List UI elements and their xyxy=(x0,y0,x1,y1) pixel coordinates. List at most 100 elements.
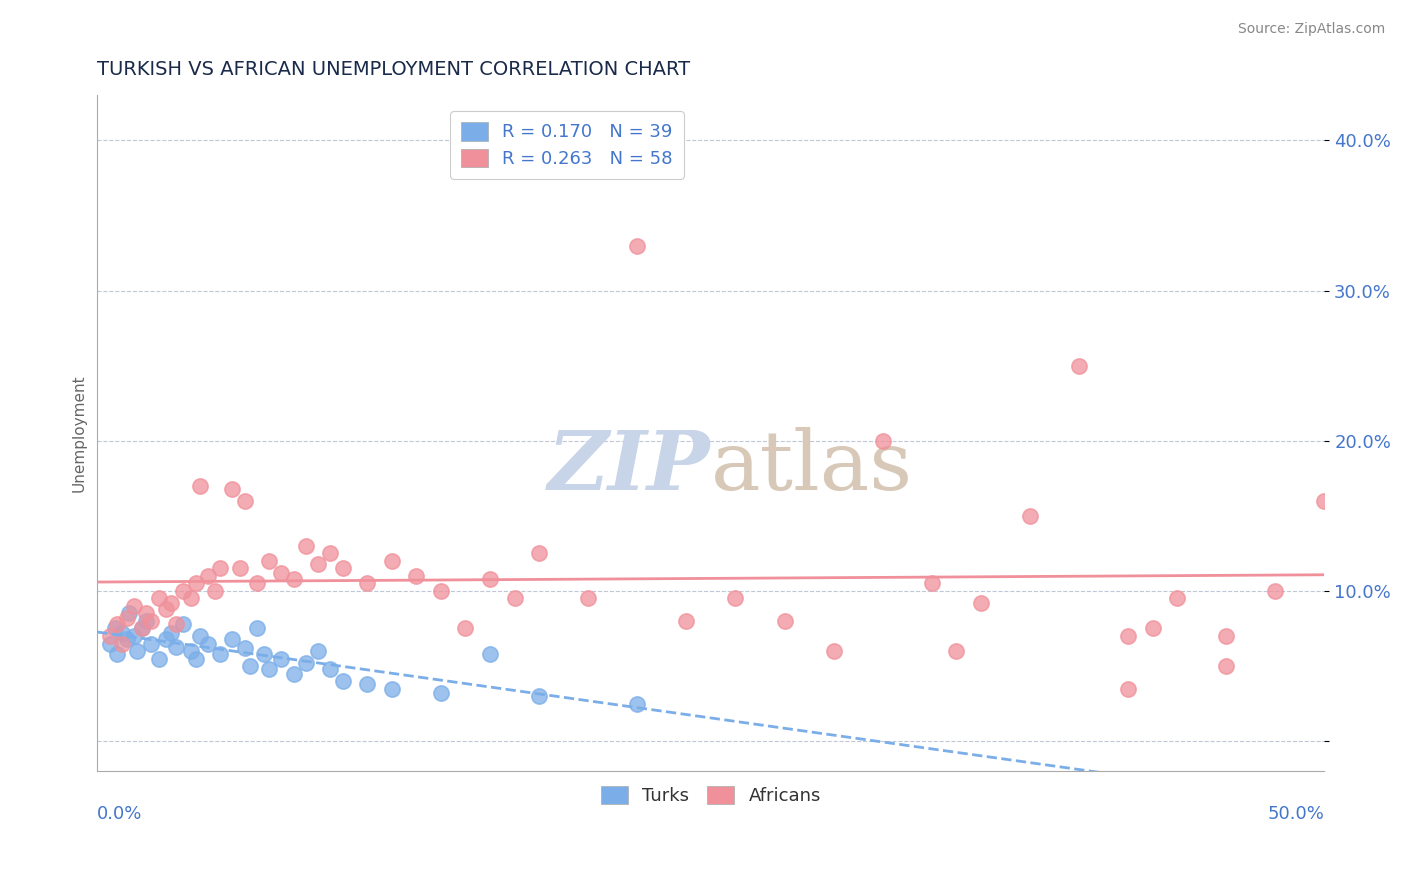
Point xyxy=(155,602,177,616)
Point xyxy=(1067,359,1090,373)
Legend: Turks, Africans: Turks, Africans xyxy=(589,775,832,816)
Point xyxy=(115,632,138,646)
Point xyxy=(118,607,141,621)
Point xyxy=(209,647,232,661)
Point xyxy=(184,576,207,591)
Point xyxy=(98,636,121,650)
Point xyxy=(160,626,183,640)
Point xyxy=(111,626,134,640)
Text: 50.0%: 50.0% xyxy=(1268,805,1324,823)
Point xyxy=(131,622,153,636)
Point xyxy=(148,591,170,606)
Point xyxy=(356,576,378,591)
Point xyxy=(228,561,250,575)
Point xyxy=(332,674,354,689)
Point xyxy=(626,697,648,711)
Point xyxy=(527,689,550,703)
Point xyxy=(283,666,305,681)
Point xyxy=(675,614,697,628)
Point xyxy=(105,647,128,661)
Point xyxy=(1215,659,1237,673)
Text: TURKISH VS AFRICAN UNEMPLOYMENT CORRELATION CHART: TURKISH VS AFRICAN UNEMPLOYMENT CORRELAT… xyxy=(97,60,690,78)
Point xyxy=(626,238,648,252)
Point xyxy=(381,554,404,568)
Point xyxy=(165,640,187,654)
Point xyxy=(135,607,157,621)
Point xyxy=(356,677,378,691)
Point xyxy=(1215,629,1237,643)
Point xyxy=(155,632,177,646)
Point xyxy=(184,651,207,665)
Point xyxy=(233,640,256,655)
Text: 0.0%: 0.0% xyxy=(97,805,143,823)
Point xyxy=(527,546,550,560)
Point xyxy=(945,644,967,658)
Point xyxy=(148,651,170,665)
Point xyxy=(430,686,453,700)
Point xyxy=(479,647,502,661)
Point xyxy=(172,617,194,632)
Text: Source: ZipAtlas.com: Source: ZipAtlas.com xyxy=(1237,22,1385,37)
Point xyxy=(257,662,280,676)
Point xyxy=(319,546,342,560)
Point xyxy=(197,636,219,650)
Point xyxy=(479,572,502,586)
Point xyxy=(332,561,354,575)
Point xyxy=(724,591,747,606)
Point xyxy=(190,479,212,493)
Point xyxy=(204,584,226,599)
Point xyxy=(1313,493,1336,508)
Point xyxy=(1116,629,1139,643)
Point xyxy=(1142,622,1164,636)
Point xyxy=(131,622,153,636)
Point xyxy=(135,614,157,628)
Point xyxy=(122,629,145,643)
Point xyxy=(180,644,202,658)
Point xyxy=(160,596,183,610)
Point xyxy=(270,566,292,580)
Point xyxy=(405,569,427,583)
Point xyxy=(503,591,526,606)
Text: ZIP: ZIP xyxy=(548,427,711,507)
Point xyxy=(1264,584,1286,599)
Point xyxy=(872,434,894,448)
Point xyxy=(381,681,404,696)
Point xyxy=(221,482,243,496)
Point xyxy=(921,576,943,591)
Point xyxy=(257,554,280,568)
Point xyxy=(773,614,796,628)
Point xyxy=(125,644,148,658)
Point xyxy=(233,493,256,508)
Point xyxy=(970,596,993,610)
Point xyxy=(246,622,269,636)
Point xyxy=(823,644,845,658)
Point xyxy=(307,644,329,658)
Point xyxy=(105,617,128,632)
Point xyxy=(1019,508,1042,523)
Point xyxy=(295,539,318,553)
Point xyxy=(1116,681,1139,696)
Point xyxy=(270,651,292,665)
Point xyxy=(115,611,138,625)
Point xyxy=(98,629,121,643)
Point xyxy=(141,636,163,650)
Point xyxy=(307,557,329,571)
Point xyxy=(172,584,194,599)
Point xyxy=(165,617,187,632)
Point xyxy=(141,614,163,628)
Point xyxy=(1166,591,1188,606)
Point xyxy=(430,584,453,599)
Point xyxy=(197,569,219,583)
Point xyxy=(209,561,232,575)
Point xyxy=(246,576,269,591)
Text: atlas: atlas xyxy=(711,427,912,507)
Point xyxy=(319,662,342,676)
Point xyxy=(238,659,260,673)
Point xyxy=(253,647,276,661)
Point xyxy=(190,629,212,643)
Y-axis label: Unemployment: Unemployment xyxy=(72,375,86,492)
Point xyxy=(576,591,599,606)
Point xyxy=(122,599,145,613)
Point xyxy=(283,572,305,586)
Point xyxy=(111,636,134,650)
